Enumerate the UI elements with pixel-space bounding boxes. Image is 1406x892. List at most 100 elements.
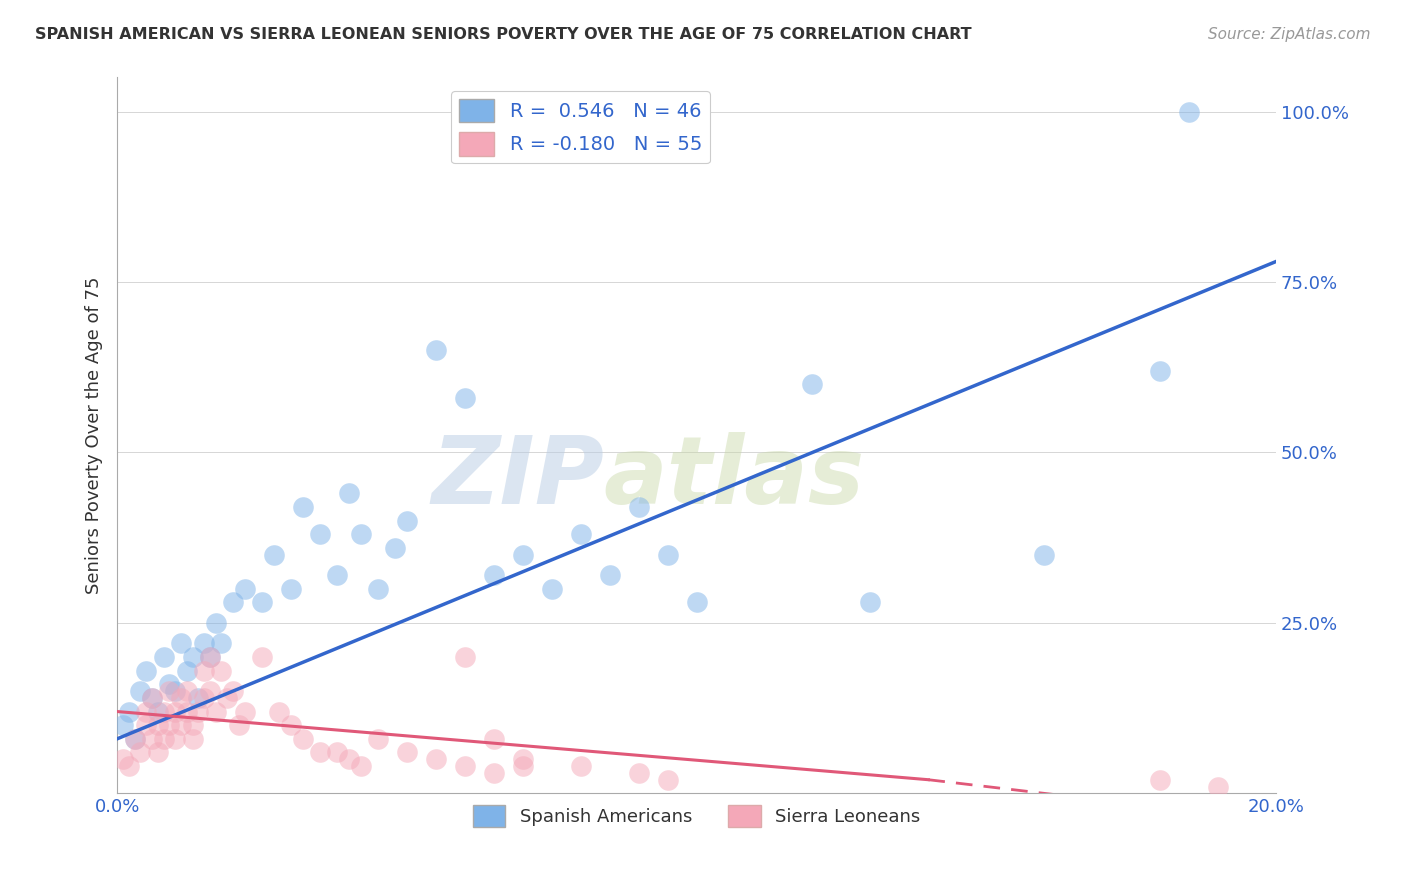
Point — [135, 664, 157, 678]
Point — [801, 377, 824, 392]
Point — [135, 718, 157, 732]
Point — [337, 486, 360, 500]
Point — [569, 759, 592, 773]
Point — [141, 690, 163, 705]
Point — [181, 718, 204, 732]
Point — [233, 705, 256, 719]
Text: ZIP: ZIP — [432, 433, 603, 524]
Point — [859, 595, 882, 609]
Point — [118, 705, 141, 719]
Point — [599, 568, 621, 582]
Point — [193, 664, 215, 678]
Point — [146, 746, 169, 760]
Point — [165, 684, 187, 698]
Point — [176, 705, 198, 719]
Point — [291, 731, 314, 746]
Point — [204, 615, 226, 630]
Point — [157, 684, 180, 698]
Point — [454, 759, 477, 773]
Point — [222, 595, 245, 609]
Point — [337, 752, 360, 766]
Point — [124, 731, 146, 746]
Point — [181, 731, 204, 746]
Legend: Spanish Americans, Sierra Leoneans: Spanish Americans, Sierra Leoneans — [465, 798, 928, 834]
Point — [482, 568, 505, 582]
Point — [181, 650, 204, 665]
Point — [217, 690, 239, 705]
Point — [326, 746, 349, 760]
Point — [198, 650, 221, 665]
Point — [204, 705, 226, 719]
Y-axis label: Seniors Poverty Over the Age of 75: Seniors Poverty Over the Age of 75 — [86, 277, 103, 594]
Point — [228, 718, 250, 732]
Point — [349, 759, 371, 773]
Point — [1206, 780, 1229, 794]
Point — [349, 527, 371, 541]
Point — [129, 684, 152, 698]
Point — [627, 500, 650, 514]
Point — [193, 636, 215, 650]
Point — [187, 690, 209, 705]
Point — [165, 731, 187, 746]
Point — [395, 746, 418, 760]
Point — [141, 731, 163, 746]
Point — [1149, 363, 1171, 377]
Point — [152, 705, 174, 719]
Point — [198, 650, 221, 665]
Point — [269, 705, 291, 719]
Point — [367, 582, 389, 596]
Point — [135, 705, 157, 719]
Point — [454, 650, 477, 665]
Point — [152, 650, 174, 665]
Point — [146, 718, 169, 732]
Point — [263, 548, 285, 562]
Point — [482, 731, 505, 746]
Point — [233, 582, 256, 596]
Text: SPANISH AMERICAN VS SIERRA LEONEAN SENIORS POVERTY OVER THE AGE OF 75 CORRELATIO: SPANISH AMERICAN VS SIERRA LEONEAN SENIO… — [35, 27, 972, 42]
Point — [280, 718, 302, 732]
Point — [170, 690, 193, 705]
Point — [326, 568, 349, 582]
Point — [1178, 104, 1201, 119]
Point — [157, 677, 180, 691]
Point — [176, 684, 198, 698]
Point — [165, 705, 187, 719]
Point — [129, 746, 152, 760]
Point — [222, 684, 245, 698]
Point — [657, 548, 679, 562]
Point — [141, 690, 163, 705]
Point — [1033, 548, 1056, 562]
Point — [187, 705, 209, 719]
Point — [540, 582, 562, 596]
Point — [176, 664, 198, 678]
Point — [157, 718, 180, 732]
Point — [111, 752, 134, 766]
Point — [1149, 772, 1171, 787]
Point — [280, 582, 302, 596]
Point — [512, 759, 534, 773]
Point — [124, 731, 146, 746]
Point — [118, 759, 141, 773]
Point — [627, 765, 650, 780]
Point — [193, 690, 215, 705]
Point — [198, 684, 221, 698]
Point — [384, 541, 406, 555]
Point — [152, 731, 174, 746]
Point — [250, 595, 273, 609]
Point — [395, 514, 418, 528]
Text: atlas: atlas — [603, 433, 865, 524]
Point — [512, 548, 534, 562]
Point — [111, 718, 134, 732]
Point — [454, 391, 477, 405]
Point — [211, 636, 233, 650]
Point — [367, 731, 389, 746]
Point — [250, 650, 273, 665]
Point — [291, 500, 314, 514]
Point — [482, 765, 505, 780]
Point — [309, 746, 332, 760]
Point — [170, 718, 193, 732]
Point — [569, 527, 592, 541]
Text: Source: ZipAtlas.com: Source: ZipAtlas.com — [1208, 27, 1371, 42]
Point — [146, 705, 169, 719]
Point — [211, 664, 233, 678]
